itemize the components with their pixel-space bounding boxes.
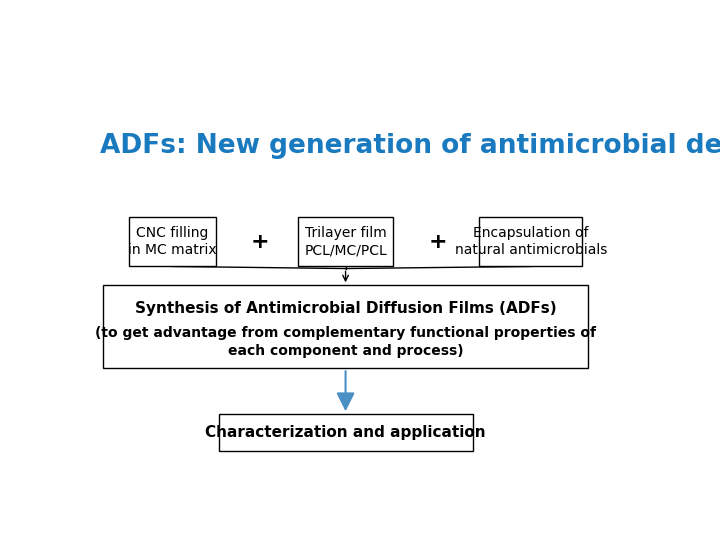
Text: Trilayer film
PCL/MC/PCL: Trilayer film PCL/MC/PCL <box>304 226 387 257</box>
Text: +: + <box>428 232 447 252</box>
Text: ADFs: New generation of antimicrobial device: ADFs: New generation of antimicrobial de… <box>100 133 720 159</box>
Text: Characterization and application: Characterization and application <box>205 426 486 440</box>
FancyBboxPatch shape <box>298 217 393 266</box>
Text: CNC filling
in MC matrix: CNC filling in MC matrix <box>128 226 217 257</box>
Text: (to get advantage from complementary functional properties of
each component and: (to get advantage from complementary fun… <box>95 326 596 358</box>
FancyBboxPatch shape <box>103 285 588 368</box>
FancyBboxPatch shape <box>130 217 216 266</box>
Text: +: + <box>251 232 269 252</box>
Text: Synthesis of Antimicrobial Diffusion Films (ADFs): Synthesis of Antimicrobial Diffusion Fil… <box>135 301 557 316</box>
FancyBboxPatch shape <box>219 414 472 451</box>
FancyBboxPatch shape <box>480 217 582 266</box>
Text: Encapsulation of
natural antimicrobials: Encapsulation of natural antimicrobials <box>454 226 607 257</box>
